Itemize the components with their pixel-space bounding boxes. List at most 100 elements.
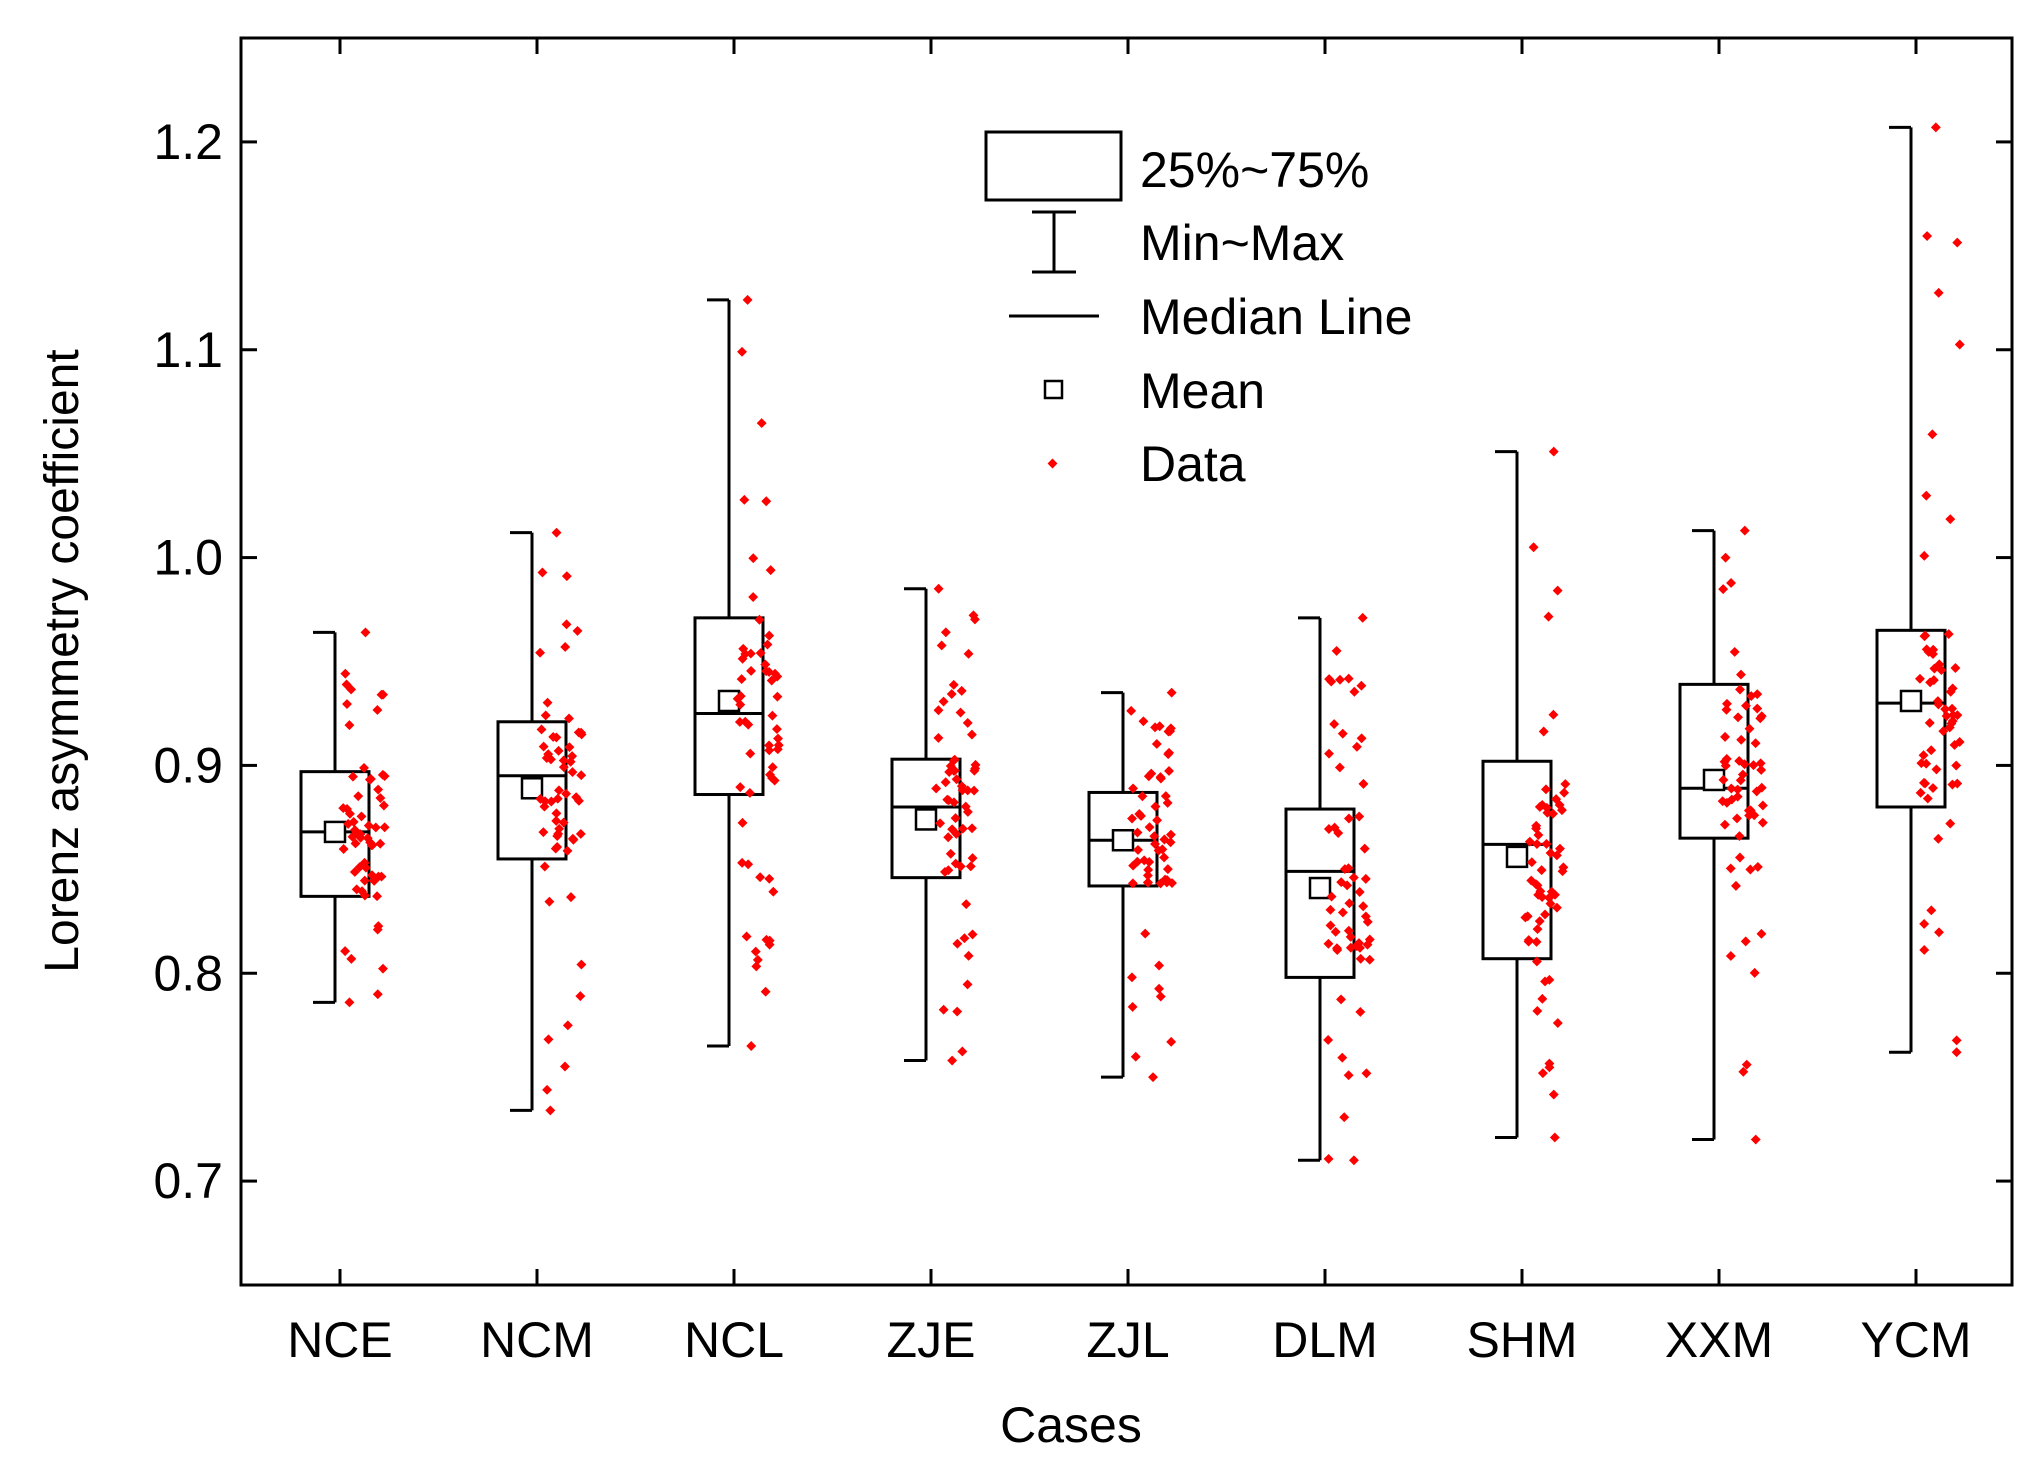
data-point xyxy=(1152,815,1163,826)
mean-marker xyxy=(323,820,347,844)
data-point xyxy=(1934,927,1944,938)
data-point xyxy=(1947,716,1958,726)
data-point xyxy=(544,896,555,907)
data-point xyxy=(1726,783,1737,794)
data-point xyxy=(772,671,783,682)
data-point xyxy=(962,785,973,796)
data-point xyxy=(1162,797,1173,808)
data-point xyxy=(1947,779,1958,790)
data-point xyxy=(1757,800,1768,811)
data-point xyxy=(1549,1132,1560,1143)
data-point xyxy=(356,811,367,822)
y-axis: 0.7 0.8 0.9 1.0 1.1 1.2 xyxy=(153,114,2012,1209)
data-point xyxy=(551,527,562,538)
data-point xyxy=(1921,644,1932,655)
data-point xyxy=(737,857,748,868)
data-point xyxy=(1144,857,1155,867)
data-point xyxy=(1126,705,1137,716)
data-point xyxy=(1348,872,1359,883)
data-point xyxy=(962,717,973,728)
data-point xyxy=(540,710,551,721)
data-point xyxy=(735,699,746,710)
data-point xyxy=(1335,674,1345,685)
data-point xyxy=(737,346,747,357)
data-point xyxy=(1142,870,1153,881)
data-point xyxy=(1352,940,1363,951)
data-points xyxy=(338,122,1965,1166)
data-point xyxy=(375,838,386,849)
x-tick-label: ZJL xyxy=(1086,1312,1169,1368)
data-point xyxy=(1534,916,1545,927)
data-point xyxy=(1735,684,1745,695)
data-point xyxy=(1945,514,1956,525)
data-point xyxy=(1729,646,1740,657)
data-point xyxy=(561,619,572,630)
y-tick-label: 0.7 xyxy=(153,1153,223,1209)
data-point xyxy=(348,816,359,827)
data-point xyxy=(1343,673,1354,684)
data-point xyxy=(1915,787,1926,798)
data-point xyxy=(1362,916,1373,927)
y-tick-label: 1.0 xyxy=(153,530,223,586)
data-point xyxy=(1725,863,1736,874)
data-point xyxy=(535,647,546,658)
data-point xyxy=(1166,1036,1177,1047)
data-point xyxy=(350,838,361,849)
data-point xyxy=(1731,880,1741,891)
data-point xyxy=(1752,703,1763,714)
data-point xyxy=(955,707,966,718)
data-point xyxy=(936,640,947,651)
data-point xyxy=(1532,924,1543,935)
data-point xyxy=(1922,231,1933,242)
data-point xyxy=(567,767,578,778)
data-point xyxy=(1557,805,1567,816)
data-point xyxy=(1739,525,1750,536)
data-point xyxy=(1720,552,1731,563)
data-point xyxy=(1745,864,1756,875)
x-tick-label: NCM xyxy=(480,1312,594,1368)
data-point xyxy=(1343,863,1354,874)
data-point xyxy=(755,872,766,883)
data-point xyxy=(1927,429,1938,440)
x-tick-label: ZJE xyxy=(887,1312,976,1368)
data-point xyxy=(558,755,569,766)
data-point xyxy=(1127,813,1137,824)
data-point xyxy=(378,800,389,811)
data-point xyxy=(1538,726,1549,737)
data-point xyxy=(1560,779,1571,789)
data-point xyxy=(760,986,771,997)
data-point xyxy=(1537,993,1548,1004)
data-point xyxy=(751,961,762,972)
plot-frame xyxy=(239,36,2014,1287)
data-point xyxy=(560,642,571,652)
data-point xyxy=(1127,1001,1138,1012)
data-point xyxy=(752,954,763,965)
data-point xyxy=(1336,994,1346,1005)
data-point xyxy=(342,699,352,709)
data-point xyxy=(1358,778,1369,789)
y-tick-label: 1.2 xyxy=(153,114,223,170)
data-point xyxy=(960,801,971,812)
data-point xyxy=(1739,759,1750,770)
data-point xyxy=(967,853,978,864)
data-point xyxy=(340,946,351,957)
data-point xyxy=(769,775,780,786)
data-point xyxy=(1535,886,1546,897)
data-point xyxy=(963,648,974,659)
x-tick-label: YCM xyxy=(1860,1312,1971,1368)
data-point xyxy=(1948,710,1958,720)
data-point xyxy=(1928,649,1938,659)
data-point xyxy=(1918,777,1929,788)
data-point xyxy=(1354,811,1365,822)
data-point xyxy=(773,733,783,744)
data-point xyxy=(359,890,370,901)
data-point xyxy=(576,959,587,970)
legend: 25%~75% Min~Max Median Line Mean Data xyxy=(984,130,1412,492)
data-point xyxy=(1743,805,1754,816)
data-point xyxy=(576,727,587,738)
data-point xyxy=(1950,663,1961,673)
data-point xyxy=(1334,762,1345,773)
data-point xyxy=(957,1046,968,1057)
data-point xyxy=(1749,967,1760,978)
data-point xyxy=(1157,844,1168,855)
